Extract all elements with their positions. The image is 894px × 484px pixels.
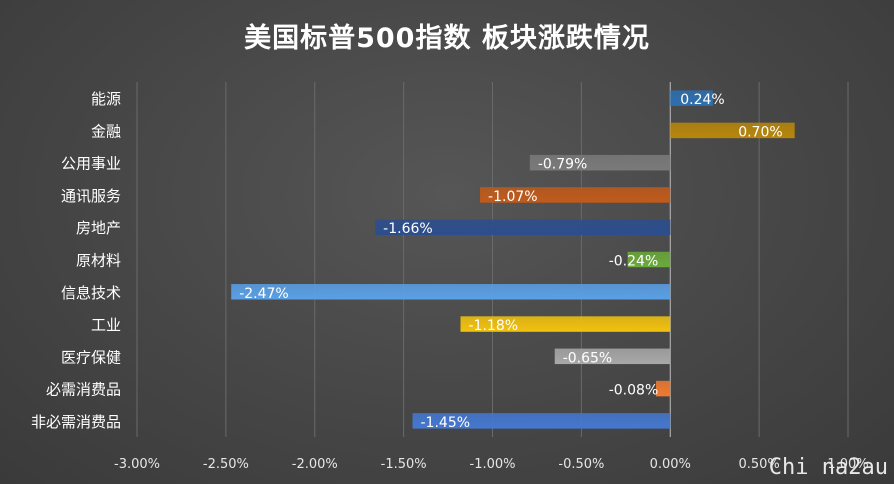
data-label: -1.45% xyxy=(421,415,471,431)
bar-信息技术 xyxy=(231,284,671,300)
bar-工业 xyxy=(460,316,671,332)
watermark: Chi na2au xyxy=(768,455,888,480)
data-label: -0.79% xyxy=(538,157,588,173)
data-label: -0.24% xyxy=(609,254,659,270)
bar-通讯服务 xyxy=(480,187,671,203)
data-label: -1.07% xyxy=(488,189,538,205)
category-label: 金融 xyxy=(91,122,121,140)
x-tick-label: 1.00% xyxy=(827,457,868,472)
x-tick-label: -1.50% xyxy=(381,457,427,472)
bar-原材料 xyxy=(627,251,671,268)
bar-非必需消费品 xyxy=(412,413,671,429)
x-tick-label: -1.00% xyxy=(470,457,516,472)
x-tick-label: -2.00% xyxy=(292,457,338,472)
data-label: 0.70% xyxy=(738,124,782,140)
bar-必需消费品 xyxy=(656,380,671,397)
data-label: -1.18% xyxy=(469,318,519,334)
bar-房地产 xyxy=(375,219,671,235)
x-tick-label: 0.00% xyxy=(650,457,691,472)
x-tick-label: -2.50% xyxy=(203,457,249,472)
chart-title: 美国标普500指数 板块涨跌情况 xyxy=(244,23,650,54)
bar-公用事业 xyxy=(529,154,671,171)
category-label: 原材料 xyxy=(76,252,121,270)
bar-金融 xyxy=(670,122,795,139)
data-label: -1.66% xyxy=(383,221,433,237)
category-label: 必需消费品 xyxy=(46,381,121,399)
bar-医疗保健 xyxy=(554,348,671,365)
x-tick-label: -0.50% xyxy=(558,457,604,472)
category-label: 能源 xyxy=(91,90,121,108)
x-tick-label: -3.00% xyxy=(114,457,160,472)
category-label: 通讯服务 xyxy=(61,187,121,205)
category-label: 工业 xyxy=(91,316,121,334)
category-label: 公用事业 xyxy=(61,155,121,173)
category-label: 医疗保健 xyxy=(61,348,121,366)
data-label: -0.65% xyxy=(563,350,613,366)
x-tick-label: 0.50% xyxy=(738,457,779,472)
category-label: 信息技术 xyxy=(61,284,121,302)
data-label: 0.24% xyxy=(680,92,724,108)
data-label: -0.08% xyxy=(609,383,659,399)
bar-能源 xyxy=(670,90,713,106)
category-label: 房地产 xyxy=(76,219,121,237)
data-label: -2.47% xyxy=(239,286,289,302)
category-label: 非必需消费品 xyxy=(31,413,121,431)
